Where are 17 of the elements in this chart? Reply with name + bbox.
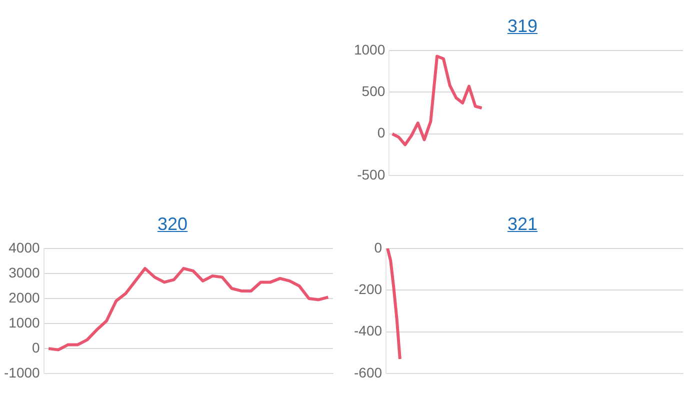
y-tick-label: 0 [377, 124, 386, 141]
y-tick-label: 2000 [8, 289, 40, 306]
y-tick-label: 500 [362, 82, 386, 99]
y-tick-label: 1000 [8, 314, 40, 330]
chart-title: 320 [156, 213, 189, 236]
y-tick-label: 1000 [354, 41, 386, 58]
y-tick-label: 4000 [8, 239, 40, 256]
chart-title: 319 [506, 15, 539, 38]
y-tick-label: -600 [354, 364, 382, 380]
chart-title: 321 [506, 213, 539, 236]
y-tick-label: 0 [32, 339, 40, 356]
y-tick-label: -200 [354, 280, 382, 297]
y-tick-label: -400 [354, 322, 382, 339]
y-tick-label: 0 [374, 239, 382, 256]
y-tick-label: -500 [357, 166, 386, 182]
y-tick-label: -1000 [4, 364, 40, 380]
y-tick-label: 3000 [8, 264, 40, 280]
